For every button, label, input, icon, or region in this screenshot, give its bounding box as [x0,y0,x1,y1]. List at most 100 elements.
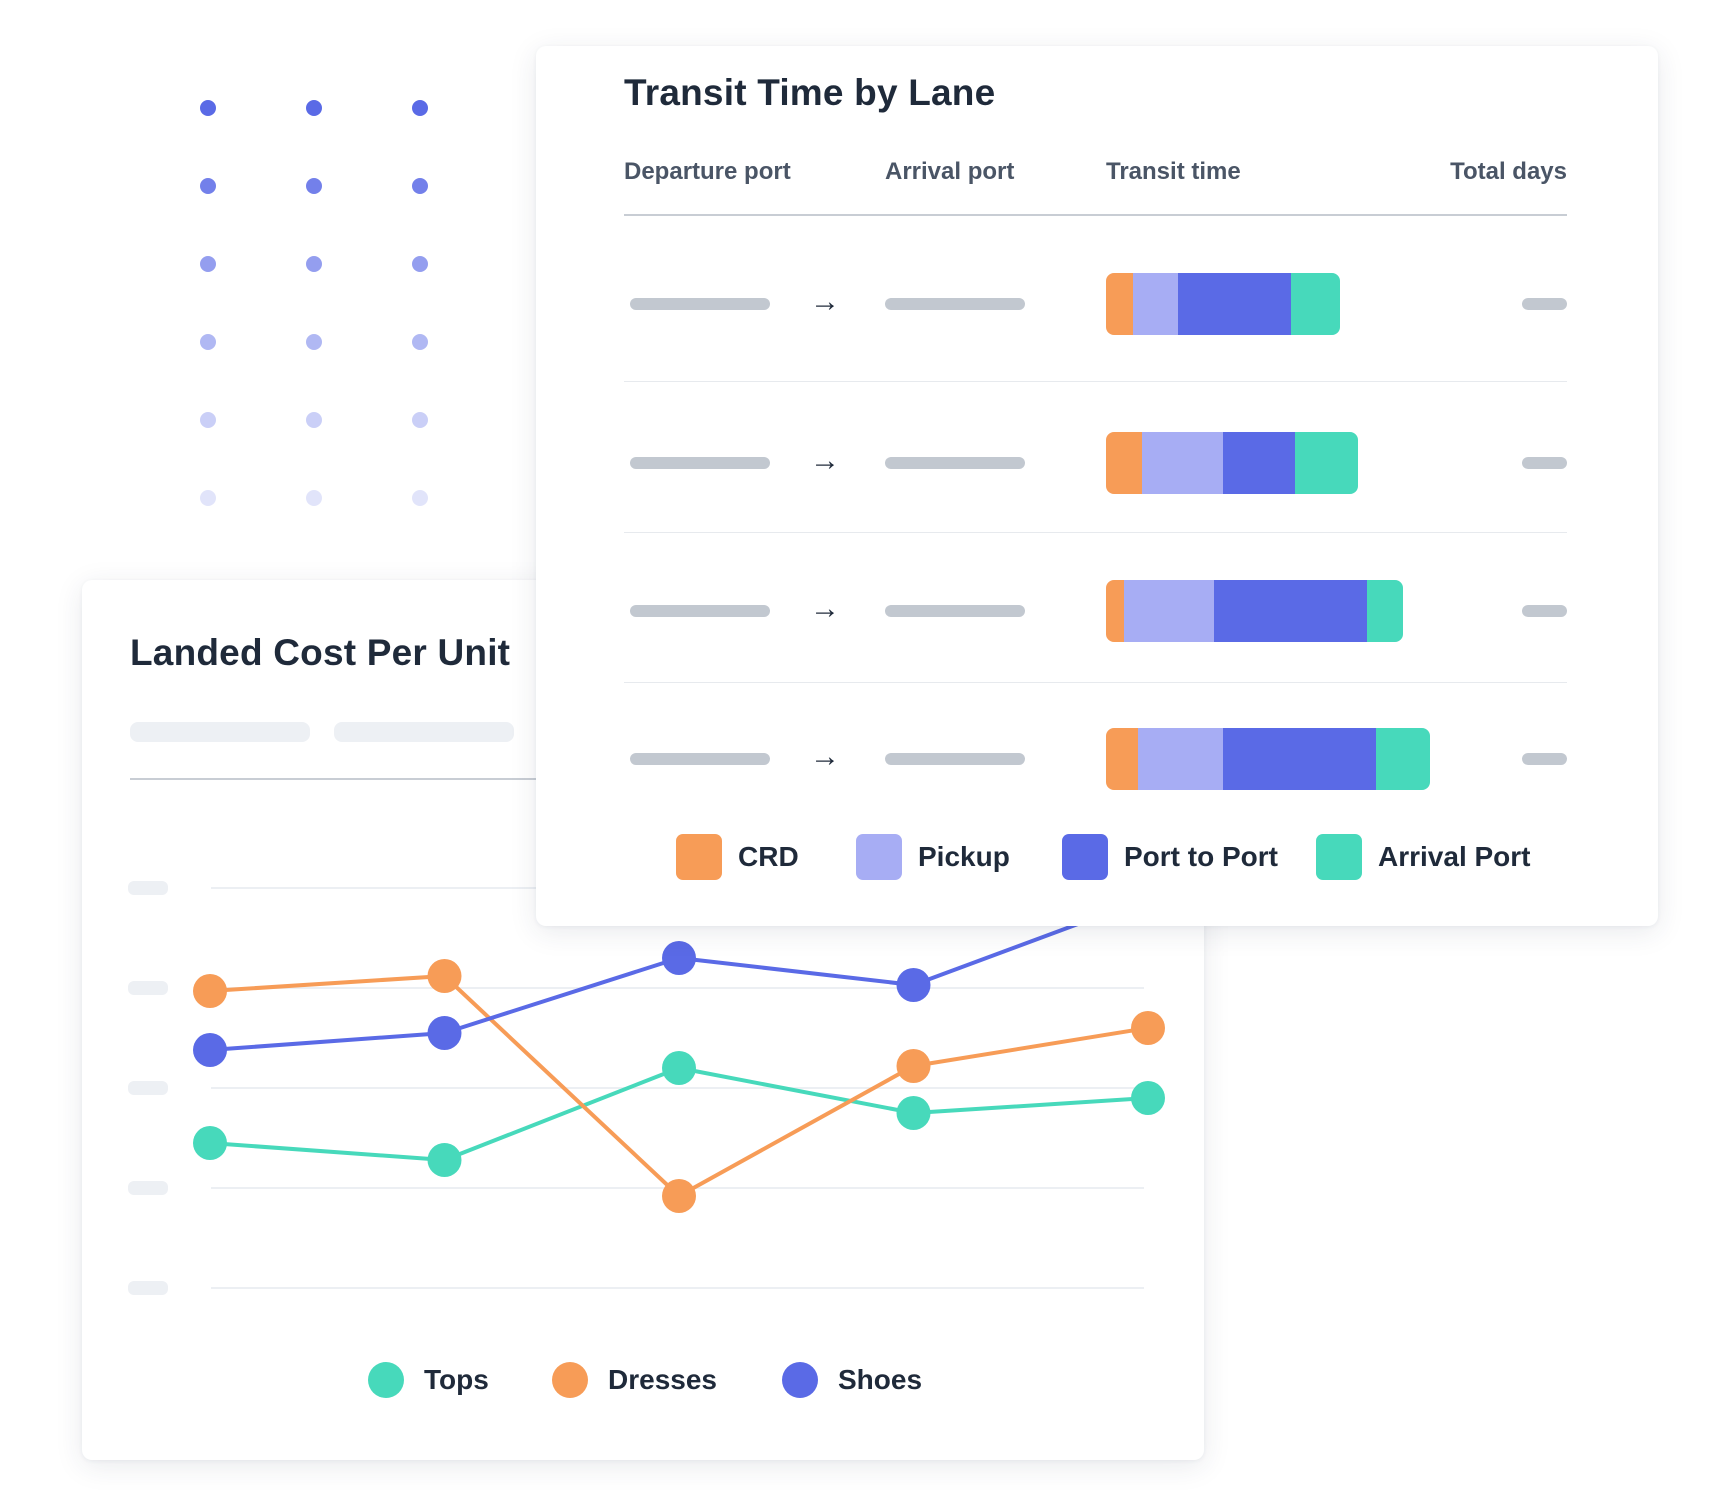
transit-title: Transit Time by Lane [624,72,996,113]
departure-port-placeholder [630,753,770,765]
decorative-dot [306,178,322,194]
arrow-icon: → [810,592,840,625]
departure-port-placeholder [630,605,770,617]
legend-label-tops: Tops [424,1364,489,1395]
transit-bar-segment-arrival-port [1376,728,1430,790]
transit-bar-segment-pickup [1142,432,1223,494]
transit-time-bar [1106,432,1358,494]
data-point-dresses [896,1049,931,1083]
header-transit-time: Transit time [1106,158,1241,185]
total-days-placeholder [1522,298,1567,310]
legend-label-port-to-port: Port to Port [1124,841,1278,872]
transit-bar-segment-arrival-port [1367,580,1403,642]
decorative-dot [200,412,216,428]
y-tick-placeholder [128,1281,168,1295]
decorative-dot [306,334,322,350]
legend-item-tops: Tops [368,1362,489,1398]
legend-label-arrival-port: Arrival Port [1378,841,1531,872]
transit-bar-segment-port-to-port [1178,273,1291,335]
landed-cost-line-chart [128,881,1165,1295]
legend-item-shoes: Shoes [782,1362,922,1398]
data-point-dresses [662,1179,696,1213]
transit-time-bar [1106,728,1430,790]
transit-bar-segment-crd [1106,580,1124,642]
legend-item-pickup: Pickup [856,834,1010,880]
filter-placeholder [334,722,514,742]
transit-bar-segment-pickup [1124,580,1214,642]
data-point-tops [1131,1081,1165,1115]
legend-label-shoes: Shoes [838,1364,923,1395]
transit-time-bar [1106,273,1340,335]
decorative-dot [412,100,428,116]
transit-bar-segment-pickup [1137,728,1223,790]
transit-bar-segment-crd [1106,273,1133,335]
transit-bar-segment-crd [1106,432,1142,494]
legend-swatch-arrival-port [1316,834,1362,880]
legend-swatch-shoes [782,1362,818,1398]
decorative-dot [200,100,216,116]
total-days-placeholder [1522,753,1567,765]
transit-time-bar [1106,580,1403,642]
legend-swatch-tops [368,1362,404,1398]
decorative-dot [306,490,322,506]
data-point-tops [427,1143,462,1177]
arrival-port-placeholder [885,298,1025,310]
filter-placeholder [130,722,310,742]
decorative-dot [200,334,216,350]
legend-swatch-pickup [856,834,902,880]
data-point-dresses [1131,1011,1165,1045]
legend-item-dresses: Dresses [552,1362,717,1398]
arrival-port-placeholder [885,457,1025,469]
decorative-dot [412,412,428,428]
total-days-placeholder [1522,457,1567,469]
transit-bar-segment-pickup [1133,273,1178,335]
series-line-dresses [209,974,1149,1198]
data-point-dresses [193,974,227,1008]
data-point-shoes [427,1016,462,1050]
decorative-dot [306,412,322,428]
data-point-shoes [193,1033,227,1067]
y-tick-placeholder [128,881,168,895]
transit-bar-segment-port-to-port [1214,580,1367,642]
transit-bar-segment-crd [1106,728,1138,790]
legend-swatch-crd [676,834,722,880]
arrow-icon: → [810,740,840,773]
decorative-dot [412,334,428,350]
decorative-dot [412,490,428,506]
y-tick-placeholder [128,1181,168,1195]
header-departure-port: Departure port [624,158,791,185]
decorative-dot [412,256,428,272]
landed-cost-title: Landed Cost Per Unit [130,632,511,673]
departure-port-placeholder [630,457,770,469]
transit-bar-segment-arrival-port [1295,432,1358,494]
legend-item-arrival-port: Arrival Port [1316,834,1531,880]
decorative-dot-grid [200,100,440,530]
data-point-shoes [896,968,931,1002]
decorative-dot [412,178,428,194]
table-header-divider [624,214,1567,216]
legend-label-crd: CRD [738,841,799,872]
total-days-placeholder [1522,605,1567,617]
decorative-dot [306,256,322,272]
data-point-shoes [662,941,696,975]
transit-bar-segment-arrival-port [1290,273,1340,335]
y-tick-placeholder [128,981,168,995]
y-tick-placeholder [128,1081,168,1095]
arrow-icon: → [810,285,840,318]
row-divider [624,381,1567,382]
legend-label-dresses: Dresses [608,1364,717,1395]
decorative-dot [306,100,322,116]
data-point-tops [193,1126,227,1160]
decorative-dot [200,490,216,506]
row-divider [624,532,1567,533]
data-point-dresses [427,959,462,993]
header-total-days: Total days [1450,158,1567,185]
departure-port-placeholder [630,298,770,310]
arrival-port-placeholder [885,753,1025,765]
decorative-dot [200,178,216,194]
data-point-tops [896,1096,931,1130]
data-point-tops [662,1051,696,1085]
transit-bar-segment-port-to-port [1223,432,1295,494]
transit-bar-segment-port-to-port [1223,728,1376,790]
header-arrival-port: Arrival port [885,158,1015,185]
